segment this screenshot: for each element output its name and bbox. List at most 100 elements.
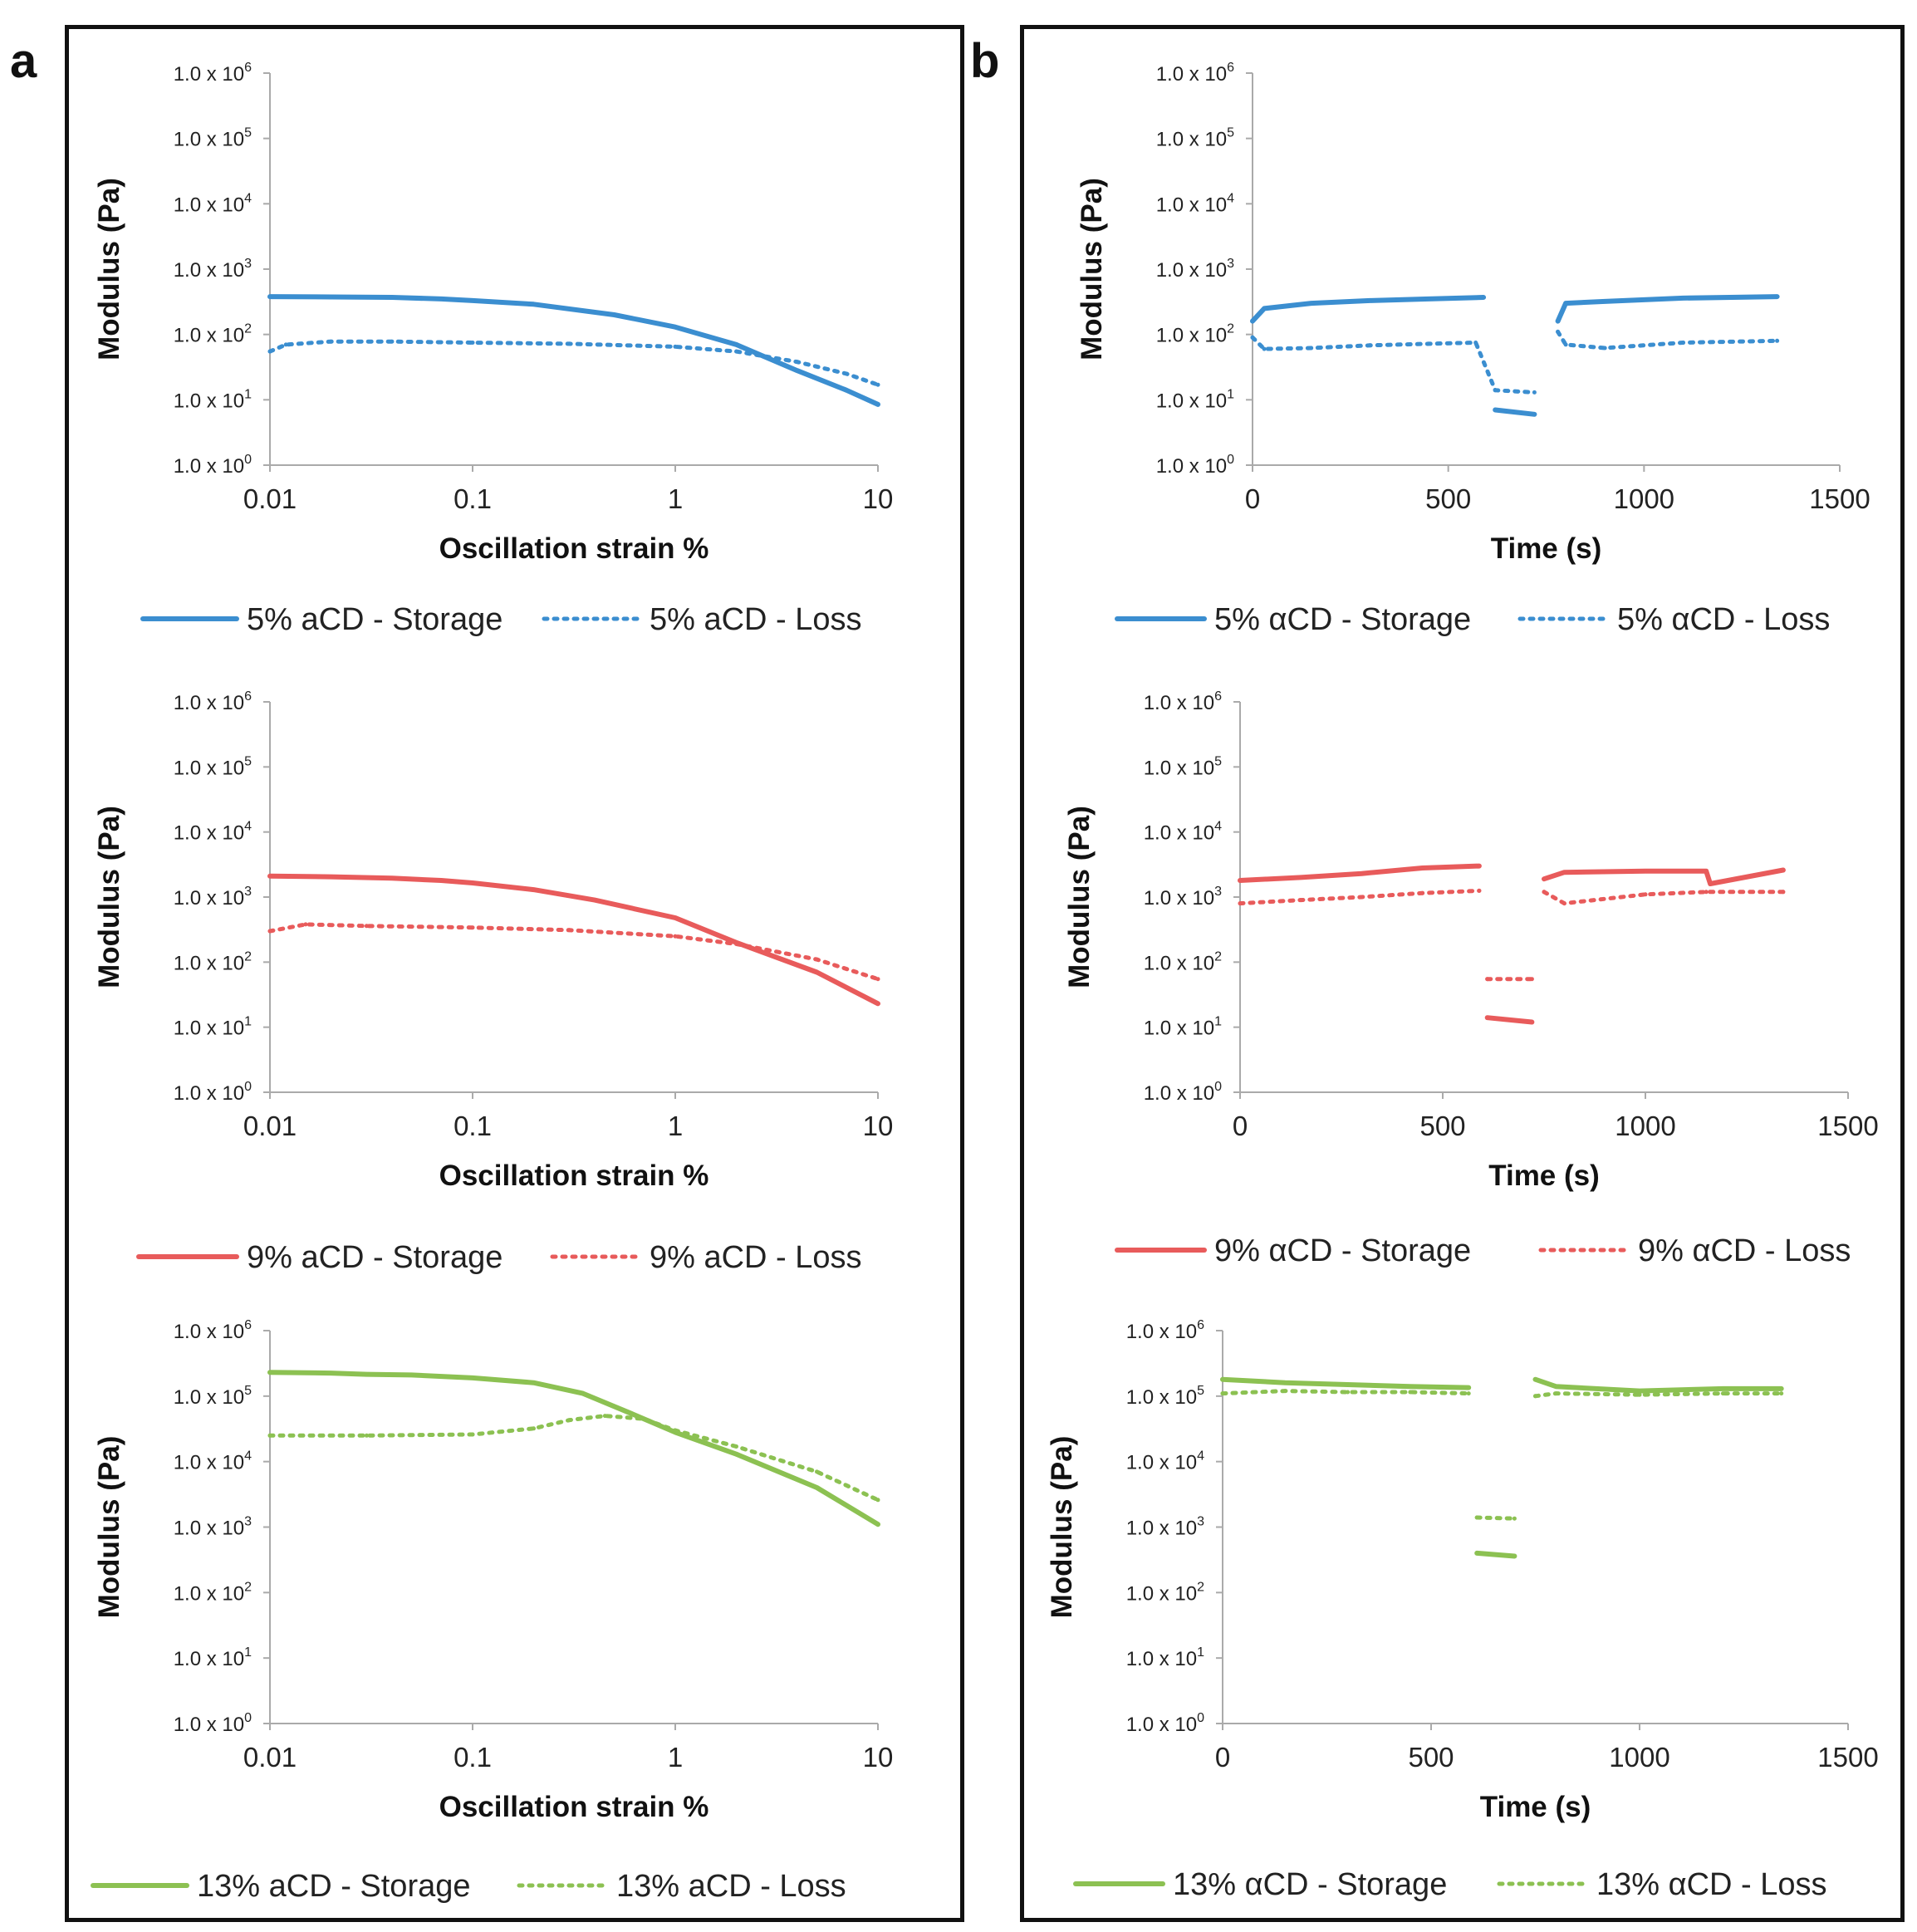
a1-loss-point	[329, 339, 333, 344]
a1-loss-point	[673, 344, 678, 349]
b2-loss-point	[1420, 890, 1425, 895]
b2-storage-point	[1485, 1015, 1490, 1020]
a3-storage-point	[329, 1371, 333, 1375]
b2-storage-point	[1529, 1020, 1534, 1024]
a3-y-tick-label: 1.0 x 105	[174, 1384, 252, 1409]
b2-y-tick-label: 1.0 x 100	[1144, 1080, 1222, 1105]
a1-storage-point	[329, 295, 333, 299]
a3-loss-point	[641, 1416, 646, 1421]
a3-x-tick-label: 0.01	[243, 1742, 297, 1773]
b3-loss-point	[1346, 1390, 1351, 1395]
b3-series-loss-line	[1533, 1391, 1784, 1399]
a2-x-tick-label: 1	[668, 1111, 683, 1141]
panel-b-letter: b	[970, 34, 1000, 88]
b1-loss-point	[1473, 341, 1478, 345]
b1-loss-point	[1532, 390, 1537, 395]
a1-y-tick-label: 1.0 x 103	[174, 257, 252, 282]
b2-storage-point	[1420, 865, 1425, 870]
a2-loss-point	[734, 942, 738, 946]
a2-storage-point	[470, 880, 475, 885]
a3-loss-point	[673, 1428, 678, 1433]
b3-legend-label-loss: 13% αCD - Loss	[1596, 1867, 1827, 1902]
a2-y-tick-label: 1.0 x 101	[174, 1015, 252, 1040]
a2-y-tick-label: 1.0 x 103	[174, 885, 252, 910]
a1-storage-point	[612, 312, 616, 317]
b1-loss-point	[1556, 329, 1561, 334]
a1-y-tick-label: 1.0 x 102	[174, 322, 252, 347]
b1-series-loss-line	[1250, 335, 1537, 395]
b3-storage-point	[1474, 1551, 1479, 1556]
a1-storage-point	[390, 295, 395, 300]
a1-y-tick-label: 1.0 x 106	[174, 61, 252, 86]
a1-series-storage-line	[267, 294, 880, 407]
b2-storage-point	[1562, 870, 1566, 875]
a3-loss-point	[815, 1469, 819, 1474]
b3-loss-point	[1779, 1391, 1784, 1396]
a2-series-loss-line	[267, 922, 880, 982]
b2-storage-point	[1542, 876, 1547, 881]
a1-loss-point	[267, 349, 272, 354]
a3-y-tick-label: 1.0 x 102	[174, 1580, 252, 1605]
b3-x-tick-label: 500	[1408, 1742, 1454, 1773]
b1-legend-label-storage: 5% αCD - Storage	[1214, 602, 1471, 637]
panel-a-letter: a	[10, 34, 37, 88]
b1-storage-point	[1681, 296, 1685, 301]
b1-loss-point	[1367, 343, 1372, 348]
b3-loss-point	[1637, 1392, 1642, 1397]
b1-legend-label-loss: 5% αCD - Loss	[1617, 602, 1830, 637]
b2-loss-point	[1485, 977, 1490, 982]
b3-loss-point	[1282, 1389, 1287, 1394]
b3-series-loss-line	[1220, 1389, 1471, 1396]
b3-loss-point	[1474, 1515, 1479, 1520]
b1-y-tick-label: 1.0 x 100	[1156, 453, 1234, 478]
a1-storage-point	[795, 368, 800, 373]
b1-series-storage-line	[1250, 295, 1487, 324]
a1-loss-point	[470, 341, 475, 345]
a1-y-tick-label: 1.0 x 105	[174, 126, 252, 151]
b1-y-tick-label: 1.0 x 102	[1156, 322, 1234, 347]
a1-series-loss-line	[267, 339, 880, 387]
a3-storage-point	[470, 1375, 475, 1380]
b2-x-tick-label: 0	[1233, 1111, 1248, 1141]
a1-x-tick-label: 0.01	[243, 483, 297, 514]
a1-y-tick-label: 1.0 x 100	[174, 453, 252, 478]
a1-x-axis-title: Oscillation strain %	[439, 532, 709, 565]
b1-loss-point	[1493, 388, 1498, 393]
b3-loss-point	[1408, 1390, 1413, 1395]
a2-legend-label-loss: 9% aCD - Loss	[650, 1240, 862, 1275]
b3-loss-point	[1512, 1516, 1517, 1521]
a1-y-tick-label: 1.0 x 101	[174, 387, 252, 412]
a2-storage-point	[875, 1001, 880, 1006]
b3-loss-point	[1554, 1391, 1559, 1396]
a3-storage-point	[532, 1380, 536, 1385]
b3-y-tick-label: 1.0 x 101	[1126, 1645, 1204, 1670]
a1-storage-point	[673, 325, 678, 330]
b1-storage-point	[1250, 319, 1255, 324]
b1-x-tick-label: 500	[1425, 483, 1471, 514]
a1-loss-point	[875, 382, 880, 387]
a2-storage-point	[532, 887, 536, 892]
b1-storage-point	[1563, 301, 1568, 306]
b1-storage-point	[1262, 306, 1267, 311]
b3-storage-point	[1466, 1385, 1471, 1390]
b2-loss-point	[1781, 890, 1786, 895]
a3-y-tick-label: 1.0 x 100	[174, 1711, 252, 1736]
b3-loss-point	[1220, 1391, 1225, 1396]
b3-storage-point	[1779, 1386, 1784, 1391]
b1-storage-point	[1556, 319, 1561, 324]
a2-storage-point	[673, 915, 678, 920]
b2-storage-point	[1704, 869, 1709, 874]
a2-loss-point	[303, 922, 308, 927]
b3-x-axis-title: Time (s)	[1480, 1791, 1591, 1823]
a1-loss-point	[795, 360, 800, 365]
a3-loss-point	[566, 1418, 571, 1423]
a2-x-axis-title: Oscillation strain %	[439, 1160, 709, 1192]
a1-x-tick-label: 10	[863, 483, 894, 514]
b2-storage-point	[1643, 869, 1648, 874]
b2-x-tick-label: 500	[1419, 1111, 1465, 1141]
a1-loss-point	[390, 339, 395, 344]
b1-loss-point	[1602, 346, 1607, 351]
a2-storage-point	[815, 970, 819, 974]
a2-y-tick-label: 1.0 x 100	[174, 1080, 252, 1105]
b1-loss-point	[1250, 335, 1255, 340]
